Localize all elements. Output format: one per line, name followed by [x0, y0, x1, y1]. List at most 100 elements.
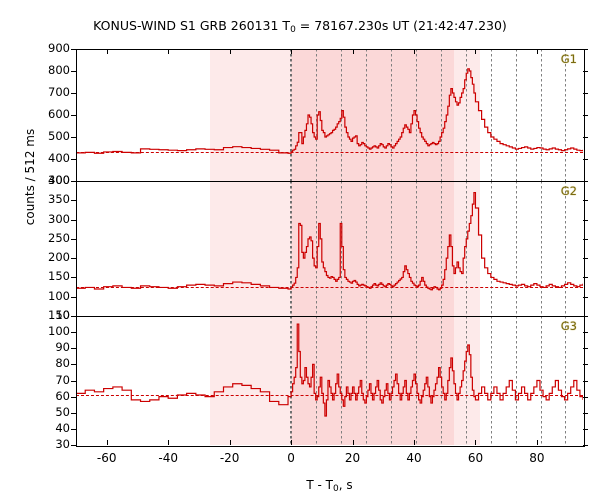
y-axis-tick [71, 258, 76, 260]
y-axis-tick-label: 200 [48, 250, 70, 265]
background-level-line [76, 287, 583, 289]
grid-marker-line [490, 49, 492, 181]
y-axis-tick [71, 115, 76, 116]
x-axis-tick-label: 60 [467, 451, 484, 465]
panel-g2: G2 [76, 181, 583, 316]
y-axis-tick-right [583, 258, 588, 260]
y-axis-tick [71, 238, 76, 240]
x-axis-tick-top [414, 49, 415, 54]
y-axis-tick-right [583, 181, 588, 182]
grid-marker-line [565, 49, 567, 181]
x-axis-tick-label: -60 [96, 451, 117, 465]
grid-marker-line [440, 181, 442, 316]
y-axis-tick [71, 137, 76, 138]
grid-marker-line [340, 181, 342, 316]
y-axis-tick-label: 100 [48, 324, 70, 339]
y-axis-tick-label: 40 [55, 420, 70, 435]
y-axis-tick-label: 350 [48, 192, 70, 207]
x-axis-label-post: , s [338, 478, 353, 492]
grid-marker-line [366, 181, 368, 316]
y-axis-tick [71, 364, 76, 366]
panel-label-g1: G1 [560, 52, 577, 66]
x-axis-tick [475, 440, 477, 445]
x-axis-tick [536, 440, 538, 445]
grid-marker-line [415, 181, 417, 316]
page-title: KONUS-WIND S1 GRB 260131 T0 = 78167.230s… [0, 18, 600, 35]
y-axis-tick-label: 500 [48, 129, 70, 143]
grid-marker-line [415, 316, 417, 445]
grid-marker-line [465, 316, 467, 445]
x-axis-tick-label: -40 [158, 451, 178, 465]
grid-marker-line [315, 49, 317, 181]
y-axis-tick [71, 159, 76, 160]
y-axis-tick-right [583, 316, 588, 317]
grid-marker-line [465, 181, 467, 316]
title-main: KONUS-WIND S1 GRB 260131 T [93, 18, 291, 33]
grid-marker-line [565, 316, 567, 445]
y-axis-tick [71, 332, 76, 334]
shaded-region-dark [291, 181, 454, 316]
y-axis-tick [71, 412, 76, 414]
x-axis-tick-top [536, 49, 538, 54]
y-axis-tick-label: 400 [48, 173, 70, 187]
y-axis-tick-right [583, 412, 588, 414]
y-axis-tick [71, 219, 76, 221]
grid-marker-line [440, 49, 442, 181]
x-axis-label: T - T0, s [76, 478, 583, 494]
y-axis-tick-label: 300 [48, 173, 70, 187]
y-axis-tick-right [583, 364, 588, 366]
x-axis-tick-label: 0 [287, 451, 295, 465]
panel-g3: G3 [76, 316, 583, 445]
grid-marker-line [565, 181, 567, 316]
y-axis-tick-label: 80 [55, 356, 70, 371]
y-axis-tick-label: 100 [48, 288, 70, 303]
x-axis-tick-label: -20 [219, 451, 240, 465]
x-axis-tick-top [106, 49, 108, 54]
trigger-time-line [290, 316, 293, 445]
y-axis-tick-right [583, 115, 588, 116]
x-axis-tick-label: 40 [406, 451, 422, 465]
y-axis-tick-right [583, 396, 588, 398]
lightcurve-trace [76, 191, 583, 291]
y-axis-tick-right [583, 445, 588, 446]
grid-marker-line [465, 49, 467, 181]
y-axis-tick [71, 445, 76, 446]
grid-marker-line [390, 49, 392, 181]
panel-separator-2 [76, 316, 585, 317]
y-axis-tick-label: 60 [55, 388, 70, 403]
y-axis-tick-label: 30 [55, 437, 70, 451]
grid-marker-line [540, 316, 542, 445]
x-axis-label-pre: T - T [306, 478, 333, 492]
y-axis-tick-label: 250 [48, 230, 70, 245]
y-axis-tick-right [583, 277, 588, 279]
panel-separator-1 [76, 181, 585, 182]
y-axis-tick-label: 800 [48, 63, 70, 77]
y-axis-tick-label: 90 [55, 340, 70, 355]
x-axis-tick [106, 440, 108, 445]
trigger-time-line [290, 181, 293, 316]
y-axis-tick-label: 600 [48, 107, 70, 121]
y-axis-tick-right [583, 428, 588, 430]
grid-marker-line [340, 316, 342, 445]
x-axis-tick [291, 440, 293, 445]
grid-marker-line [540, 181, 542, 316]
grid-marker-line [315, 316, 317, 445]
background-level-line [76, 151, 583, 153]
title-subscript: 0 [290, 25, 296, 35]
y-axis-tick-right [583, 71, 588, 72]
y-axis-tick-right [583, 332, 588, 334]
grid-marker-line [390, 181, 392, 316]
grid-marker-line [515, 316, 517, 445]
y-axis-tick-label: 70 [55, 372, 70, 387]
y-axis-tick [71, 71, 76, 72]
grid-marker-line [366, 49, 368, 181]
x-axis-tick-top [168, 49, 170, 54]
y-axis-tick-label: 300 [48, 211, 70, 226]
background-level-line [76, 395, 583, 396]
y-axis-tick-label: 900 [48, 41, 70, 55]
y-axis-tick [71, 428, 76, 430]
y-axis-tick [71, 93, 76, 94]
x-axis-label-subscript: 0 [333, 484, 339, 494]
y-axis-tick [71, 396, 76, 398]
y-axis-tick-right [583, 219, 588, 221]
